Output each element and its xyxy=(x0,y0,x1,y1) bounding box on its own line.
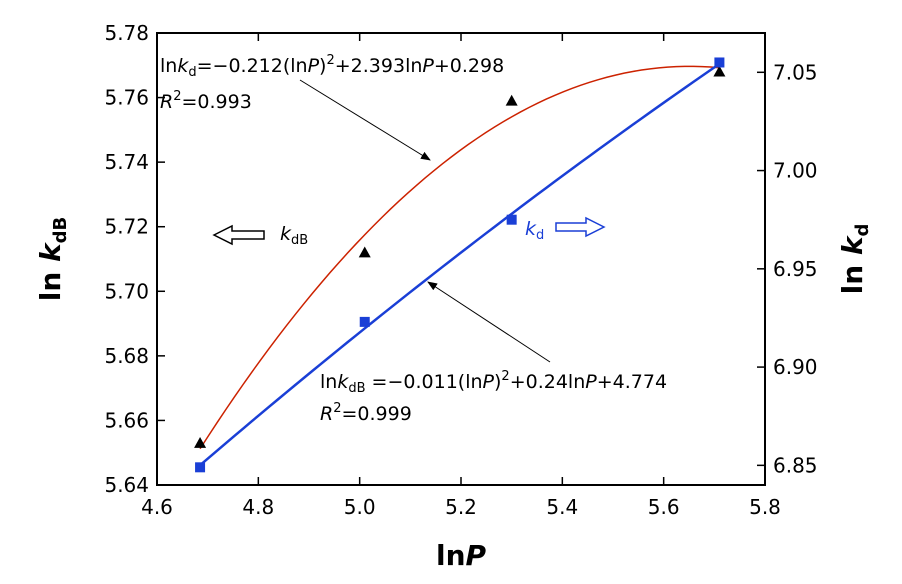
r2-kdB: R2=0.999 xyxy=(320,401,412,425)
x-tick-label: 5.6 xyxy=(648,495,680,519)
eq1-rest-a: =−0.212(ln xyxy=(197,55,308,77)
y-right-tick-label: 6.85 xyxy=(773,453,818,477)
y-right-tick-label: 7.05 xyxy=(773,60,818,84)
kdB-legend-k: k xyxy=(280,223,292,245)
eq1-rest-c: +2.393ln xyxy=(335,55,423,77)
eq1-p2: P xyxy=(422,55,434,77)
y-left-tick-label: 5.74 xyxy=(104,150,149,174)
y-right-axis-title: ln kd xyxy=(836,224,873,295)
kdB-legend-label: kdB xyxy=(280,223,308,248)
point-kd xyxy=(359,316,370,327)
eq1-sq: 2 xyxy=(326,53,334,68)
eq2-sq: 2 xyxy=(501,369,509,384)
x-tick-label: 5.0 xyxy=(344,495,376,519)
y-left-tick-label: 5.64 xyxy=(104,473,149,497)
x-axis-title: lnP xyxy=(436,539,487,572)
point-kd xyxy=(195,462,206,473)
r2-1-r: R xyxy=(160,91,173,113)
eq1-rest-d: +0.298 xyxy=(434,55,504,77)
equation-kd: lnkd=−0.212(lnP)2+2.393lnP+0.298 xyxy=(160,53,504,80)
r2-1-val: =0.993 xyxy=(181,91,251,113)
y-right-axis-ticks: 6.85 6.90 6.95 7.00 7.05 xyxy=(757,60,818,477)
eq2-rest-b: ) xyxy=(494,371,501,393)
kd-legend-sub: d xyxy=(536,228,544,243)
eq2-p1: P xyxy=(483,371,495,393)
x-tick-label: 5.4 xyxy=(546,495,578,519)
kd-legend-k: k xyxy=(525,218,537,240)
y-left-tick-label: 5.68 xyxy=(104,344,149,368)
eq2-rest-a: =−0.011(ln xyxy=(366,371,483,393)
pointer-arrow-eq2 xyxy=(427,281,551,363)
y-right-title-sub: d xyxy=(852,224,873,237)
x-axis-title-ln: ln xyxy=(436,539,466,572)
kd-right-arrow-icon xyxy=(555,216,606,238)
fit-curves xyxy=(199,62,721,467)
eq1-p1: P xyxy=(308,55,320,77)
y-left-title-sub: dB xyxy=(50,217,71,244)
r2-2-val: =0.999 xyxy=(341,403,411,425)
eq2-sub: dB xyxy=(348,381,365,396)
fit-curve-kd xyxy=(199,62,721,467)
kd-legend-label: kd xyxy=(525,218,544,243)
equation-kdB: lnkdB =−0.011(lnP)2+0.24lnP+4.774 xyxy=(320,369,667,396)
kdB-legend-sub: dB xyxy=(291,233,308,248)
y-left-tick-label: 5.76 xyxy=(104,86,149,110)
y-left-tick-label: 5.72 xyxy=(104,215,149,239)
y-left-tick-label: 5.66 xyxy=(104,408,149,432)
y-left-title-k: k xyxy=(34,241,67,262)
point-kdB xyxy=(194,437,207,448)
x-tick-label: 4.8 xyxy=(242,495,274,519)
eq2-k: k xyxy=(337,371,349,393)
point-kdB xyxy=(505,94,518,106)
fit-curve-kdB xyxy=(199,65,720,450)
point-kdB xyxy=(358,246,371,258)
r2-kd: R2=0.993 xyxy=(160,89,252,113)
r2-2-sq: 2 xyxy=(333,401,341,416)
data-points xyxy=(194,57,726,473)
y-right-title-k: k xyxy=(836,234,869,255)
eq2-rest-c: +0.24ln xyxy=(510,371,586,393)
y-right-tick-label: 6.95 xyxy=(773,257,818,281)
x-axis-title-p: P xyxy=(466,539,487,572)
y-right-tick-label: 7.00 xyxy=(773,159,818,183)
y-left-tick-label: 5.70 xyxy=(104,279,149,303)
eq1-prefix: ln xyxy=(160,55,177,77)
x-axis-ticks: 4.6 4.8 5.0 5.2 5.4 5.6 5.8 xyxy=(141,33,781,519)
x-tick-label: 5.2 xyxy=(445,495,477,519)
eq2-prefix: ln xyxy=(320,371,337,393)
y-right-tick-label: 6.90 xyxy=(773,355,818,379)
y-left-axis-ticks: 5.64 5.66 5.68 5.70 5.72 5.74 5.76 5.78 xyxy=(104,21,165,497)
y-left-axis-title: ln kdB xyxy=(34,217,71,302)
r2-1-sq: 2 xyxy=(173,89,181,104)
point-kd xyxy=(506,214,517,225)
y-right-title-ln: ln xyxy=(836,255,869,294)
eq2-rest-d: +4.774 xyxy=(597,371,667,393)
r2-2-r: R xyxy=(320,403,333,425)
point-kdB xyxy=(713,65,726,77)
eq1-sub: d xyxy=(188,65,196,80)
pointer-arrow-eq1 xyxy=(299,79,431,161)
eq2-p2: P xyxy=(585,371,597,393)
x-tick-label: 4.6 xyxy=(141,495,173,519)
y-left-title-ln: ln xyxy=(34,262,67,301)
eq1-k: k xyxy=(177,55,189,77)
kdB-left-arrow-icon xyxy=(212,224,265,246)
y-left-tick-label: 5.78 xyxy=(104,21,149,45)
point-kd xyxy=(714,57,725,68)
x-tick-label: 5.8 xyxy=(749,495,781,519)
eq1-rest-b: ) xyxy=(319,55,326,77)
